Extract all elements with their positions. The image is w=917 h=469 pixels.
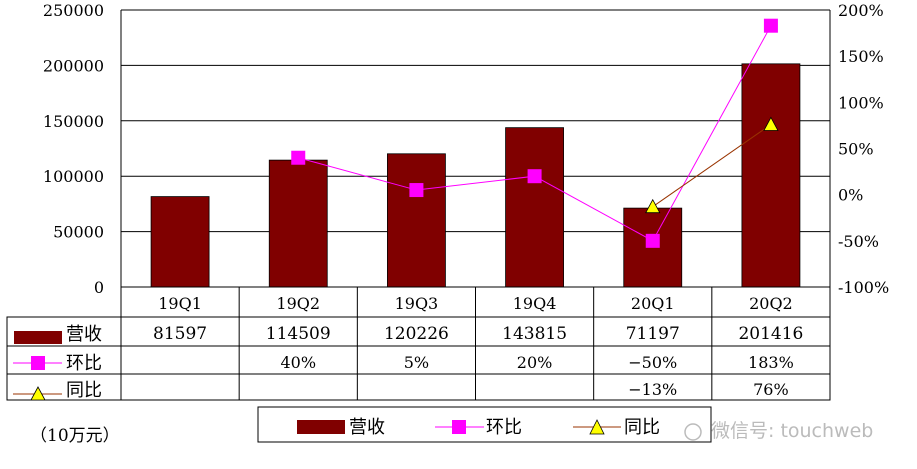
legend-key-square bbox=[31, 356, 45, 370]
table-value: 114509 bbox=[266, 324, 331, 344]
table-value: 5% bbox=[404, 353, 429, 372]
wechat-icon bbox=[684, 423, 702, 441]
bar-19Q1 bbox=[150, 196, 210, 288]
category-label: 20Q2 bbox=[749, 294, 793, 313]
marker-square bbox=[763, 18, 778, 33]
watermark: 微信号: touchweb bbox=[711, 420, 873, 442]
table-value: −50% bbox=[628, 353, 677, 372]
table-value: 20% bbox=[517, 353, 553, 372]
table-value: 183% bbox=[748, 353, 794, 372]
unit-note: （10万元） bbox=[30, 426, 120, 446]
right-tick-label: 150% bbox=[838, 47, 884, 66]
left-tick-label: 0 bbox=[94, 278, 104, 297]
left-tick-label: 100000 bbox=[43, 167, 104, 186]
legend-key-bar bbox=[297, 420, 345, 434]
right-tick-label: -100% bbox=[838, 278, 889, 297]
legend-label: 同比 bbox=[624, 417, 660, 438]
row-header: 同比 bbox=[66, 380, 102, 401]
category-label: 20Q1 bbox=[631, 294, 675, 313]
marker-square bbox=[409, 183, 424, 198]
left-tick-label: 200000 bbox=[43, 56, 104, 75]
category-label: 19Q2 bbox=[276, 294, 320, 313]
table-value: 40% bbox=[280, 353, 316, 372]
line-yoy bbox=[652, 124, 772, 208]
legend-key-triangle bbox=[589, 419, 605, 435]
bar-20Q2 bbox=[741, 63, 801, 288]
legend-key-triangle bbox=[30, 386, 46, 401]
legend-key-square bbox=[452, 420, 466, 434]
category-label: 19Q3 bbox=[395, 294, 439, 313]
table-value: 71197 bbox=[626, 324, 680, 344]
right-tick-label: 100% bbox=[838, 93, 884, 112]
marker-square bbox=[291, 150, 306, 165]
right-tick-label: -50% bbox=[838, 232, 879, 251]
category-label: 19Q1 bbox=[158, 294, 202, 313]
table-value: 120226 bbox=[384, 324, 449, 344]
marker-triangle bbox=[763, 116, 779, 131]
right-tick-label: 200% bbox=[838, 1, 884, 20]
left-tick-label: 150000 bbox=[43, 112, 104, 131]
legend-label: 环比 bbox=[486, 417, 522, 438]
bar-19Q2 bbox=[268, 159, 328, 288]
right-tick-label: 50% bbox=[838, 140, 874, 159]
left-tick-label: 250000 bbox=[43, 1, 104, 20]
row-header: 营收 bbox=[66, 324, 102, 345]
legend-label: 营收 bbox=[349, 417, 385, 438]
table-value: 81597 bbox=[153, 324, 207, 344]
right-tick-label: 0% bbox=[838, 186, 863, 205]
table-value: 76% bbox=[753, 380, 789, 399]
bar-19Q4 bbox=[505, 127, 564, 288]
row-header: 环比 bbox=[66, 353, 102, 374]
left-tick-label: 50000 bbox=[53, 223, 104, 242]
category-label: 19Q4 bbox=[513, 294, 557, 313]
table-value: 143815 bbox=[502, 324, 567, 344]
legend-key-bar bbox=[14, 331, 62, 344]
marker-square bbox=[645, 233, 660, 248]
bar-19Q3 bbox=[387, 153, 446, 288]
table-value: −13% bbox=[628, 380, 677, 399]
marker-triangle bbox=[645, 198, 661, 214]
marker-square bbox=[527, 169, 542, 184]
table-value: 201416 bbox=[738, 324, 803, 344]
